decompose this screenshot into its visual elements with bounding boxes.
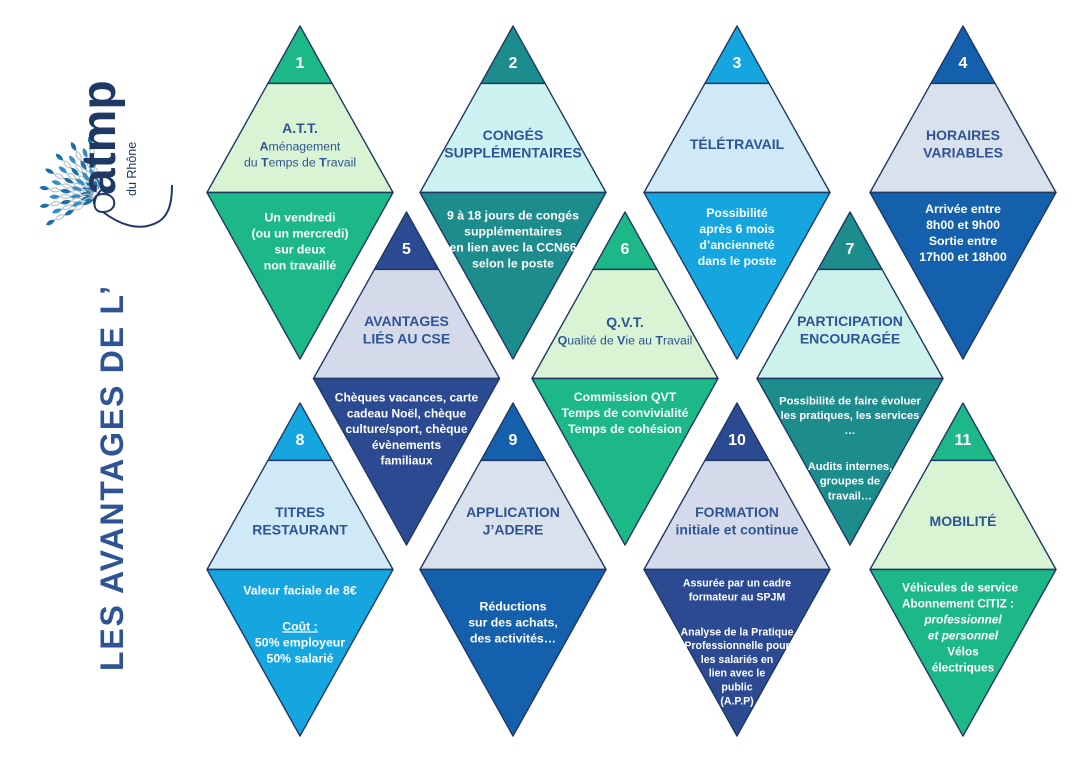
svg-text:les salariés en: les salariés en <box>701 654 773 666</box>
svg-text:Temps de convivialité: Temps de convivialité <box>562 406 689 420</box>
svg-text:9: 9 <box>509 432 518 449</box>
svg-text:les pratiques, les services: les pratiques, les services <box>781 410 920 422</box>
svg-text:travail…: travail… <box>828 490 872 502</box>
svg-text:A.T.T.: A.T.T. <box>282 120 318 136</box>
svg-text:Temps de cohésion: Temps de cohésion <box>568 422 682 436</box>
svg-text:non travaillé: non travaillé <box>264 259 337 273</box>
svg-text:Valeur faciale de 8€: Valeur faciale de 8€ <box>243 583 357 597</box>
svg-text:professionnel: professionnel <box>923 613 1002 627</box>
svg-text:en lien avec la CCN66: en lien avec la CCN66 <box>449 241 576 255</box>
svg-text:SUPPLÉMENTAIRES: SUPPLÉMENTAIRES <box>444 145 581 161</box>
svg-text:PARTICIPATION: PARTICIPATION <box>797 313 903 329</box>
svg-text:d’ancienneté: d’ancienneté <box>699 238 774 252</box>
svg-text:Sortie entre: Sortie entre <box>929 234 997 248</box>
svg-text:Assurée par un cadre: Assurée par un cadre <box>683 578 791 590</box>
svg-text:HORAIRES: HORAIRES <box>926 127 1000 143</box>
svg-text:ENCOURAGÉE: ENCOURAGÉE <box>800 331 900 347</box>
svg-text:8h00 et 9h00: 8h00 et 9h00 <box>926 218 1000 232</box>
svg-text:Qualité de Vie au Travail: Qualité de Vie au Travail <box>558 334 693 348</box>
svg-text:groupes de: groupes de <box>820 476 880 488</box>
svg-text:1: 1 <box>296 55 305 72</box>
svg-text:50% salarié: 50% salarié <box>266 651 333 665</box>
svg-text:AVANTAGES: AVANTAGES <box>364 313 449 329</box>
svg-text:3: 3 <box>733 55 742 72</box>
svg-text:évènements: évènements <box>372 438 442 452</box>
svg-text:TÉLÉTRAVAIL: TÉLÉTRAVAIL <box>690 136 785 152</box>
svg-text:lien avec le: lien avec le <box>709 668 766 680</box>
svg-text:VARIABLES: VARIABLES <box>923 145 1003 161</box>
svg-text:initiale et continue: initiale et continue <box>676 522 799 538</box>
svg-text:Réductions: Réductions <box>480 600 547 614</box>
svg-text:Coût :: Coût : <box>282 619 318 633</box>
svg-text:Commission QVT: Commission QVT <box>574 390 677 404</box>
svg-text:7: 7 <box>846 241 855 258</box>
svg-text:RESTAURANT: RESTAURANT <box>252 522 348 538</box>
svg-text:Chèques vacances, carte: Chèques vacances, carte <box>335 391 479 405</box>
svg-text:Professionnelle pour: Professionnelle pour <box>684 640 789 652</box>
svg-text:5: 5 <box>402 241 411 258</box>
svg-text:Analyse de la Pratique: Analyse de la Pratique <box>680 626 793 638</box>
svg-text:Q.V.T.: Q.V.T. <box>606 314 644 330</box>
svg-text:MOBILITÉ: MOBILITÉ <box>930 513 997 529</box>
svg-text:…: … <box>844 425 855 437</box>
svg-text:(ou un mercredi): (ou un mercredi) <box>251 227 348 241</box>
svg-text:Abonnement CITIZ :: Abonnement CITIZ : <box>902 597 1014 611</box>
svg-text:public: public <box>721 682 752 694</box>
svg-text:10: 10 <box>728 432 746 449</box>
svg-text:TITRES: TITRES <box>275 504 325 520</box>
svg-text:Possibilité: Possibilité <box>706 206 768 220</box>
svg-text:formateur au SPJM: formateur au SPJM <box>689 592 786 604</box>
svg-text:Arrivée entre: Arrivée entre <box>925 202 1001 216</box>
svg-text:sur des achats,: sur des achats, <box>468 616 558 630</box>
svg-text:FORMATION: FORMATION <box>695 504 779 520</box>
svg-text:selon le poste: selon le poste <box>472 257 554 271</box>
svg-text:sur deux: sur deux <box>274 243 325 257</box>
svg-text:Audits internes,: Audits internes, <box>808 461 893 473</box>
svg-text:des activités…: des activités… <box>470 632 556 646</box>
svg-text:du Temps de Travail: du Temps de Travail <box>244 155 356 169</box>
svg-text:Vélos: Vélos <box>947 645 979 659</box>
svg-text:2: 2 <box>509 55 518 72</box>
svg-text:CONGÉS: CONGÉS <box>483 127 544 143</box>
svg-text:culture/sport, chèque: culture/sport, chèque <box>345 422 467 436</box>
svg-text:atmp: atmp <box>73 80 126 195</box>
svg-text:du Rhône: du Rhône <box>125 142 139 196</box>
svg-text:8: 8 <box>296 432 305 449</box>
svg-text:Aménagement: Aménagement <box>260 140 341 154</box>
svg-text:Possibilité de faire évoluer: Possibilité de faire évoluer <box>779 395 921 407</box>
svg-text:11: 11 <box>955 432 972 449</box>
svg-text:APPLICATION: APPLICATION <box>466 504 560 520</box>
svg-text:familiaux: familiaux <box>380 454 432 468</box>
svg-text:(A.P.P): (A.P.P) <box>720 695 753 707</box>
svg-text:4: 4 <box>959 55 968 72</box>
svg-text:et personnel: et personnel <box>928 629 999 643</box>
svg-text:électriques: électriques <box>932 661 995 675</box>
svg-text:LES AVANTAGES DE L’: LES AVANTAGES DE L’ <box>94 284 130 671</box>
svg-text:50% employeur: 50% employeur <box>255 635 345 649</box>
svg-text:dans le poste: dans le poste <box>698 254 777 268</box>
svg-text:LIÉS AU CSE: LIÉS AU CSE <box>363 331 450 347</box>
svg-text:J’ADERE: J’ADERE <box>483 522 544 538</box>
svg-text:cadeau Noël, chèque: cadeau Noël, chèque <box>347 406 467 420</box>
svg-text:supplémentaires: supplémentaires <box>464 225 562 239</box>
svg-text:après 6 mois: après 6 mois <box>699 222 774 236</box>
svg-text:Véhicules de service: Véhicules de service <box>902 581 1019 595</box>
svg-text:17h00 et 18h00: 17h00 et 18h00 <box>919 250 1007 264</box>
svg-text:9 à 18 jours de congés: 9 à 18 jours de congés <box>447 209 579 223</box>
svg-text:Un vendredi: Un vendredi <box>264 211 335 225</box>
svg-text:6: 6 <box>621 241 630 258</box>
